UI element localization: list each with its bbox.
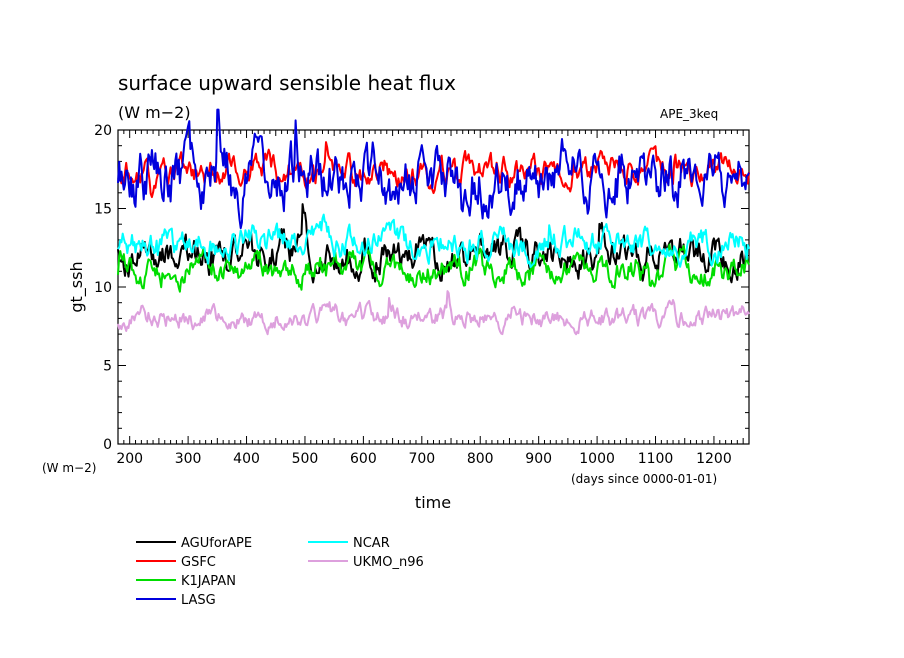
y-ticks: 0 5 10 15 20 <box>94 123 749 453</box>
x-tick-label: 500 <box>292 451 319 467</box>
legend-label: GSFC <box>181 555 216 570</box>
x-tick-label: 200 <box>116 451 143 467</box>
x-ticks: 200 300 400 500 600 700 800 900 1000 1100 1200 <box>116 130 744 467</box>
x-tick-label: 1200 <box>696 451 732 467</box>
legend: AGUforAPE GSFC K1JAPAN LASG NCAR UKMO_n96 <box>136 536 424 608</box>
y-tick-label: 5 <box>103 359 112 375</box>
y-tick-label: 10 <box>94 280 112 296</box>
chart-units: (W m−2) <box>118 103 191 122</box>
x-unit-label: (days since 0000-01-01) <box>571 472 717 486</box>
series-lines <box>117 108 750 336</box>
series-line-K1JAPAN <box>117 243 750 293</box>
y-unit-label: (W m−2) <box>42 461 96 475</box>
x-tick-label: 400 <box>233 451 260 467</box>
x-tick-label: 800 <box>467 451 494 467</box>
series-line-AGUforAPE <box>117 203 750 284</box>
x-tick-label: 1100 <box>638 451 674 467</box>
chart-annotation: APE_3keq <box>660 107 718 121</box>
y-axis-label: gt_ssh <box>67 261 87 312</box>
y-tick-label: 0 <box>103 437 112 453</box>
x-tick-label: 700 <box>408 451 435 467</box>
x-tick-label: 600 <box>350 451 377 467</box>
x-tick-label: 1000 <box>579 451 615 467</box>
series-line-UKMO_n96 <box>117 290 750 336</box>
y-tick-label: 15 <box>94 202 112 218</box>
x-tick-label: 900 <box>525 451 552 467</box>
legend-label: LASG <box>181 593 216 608</box>
legend-label: UKMO_n96 <box>353 555 424 570</box>
x-axis-label: time <box>415 493 451 512</box>
legend-label: NCAR <box>353 536 390 551</box>
chart-title: surface upward sensible heat flux <box>118 71 456 95</box>
legend-label: K1JAPAN <box>181 574 236 589</box>
series-line-NCAR <box>117 213 750 269</box>
series-line-LASG <box>117 108 750 230</box>
y-tick-label: 20 <box>94 123 112 139</box>
legend-label: AGUforAPE <box>181 536 252 551</box>
x-tick-label: 300 <box>175 451 202 467</box>
